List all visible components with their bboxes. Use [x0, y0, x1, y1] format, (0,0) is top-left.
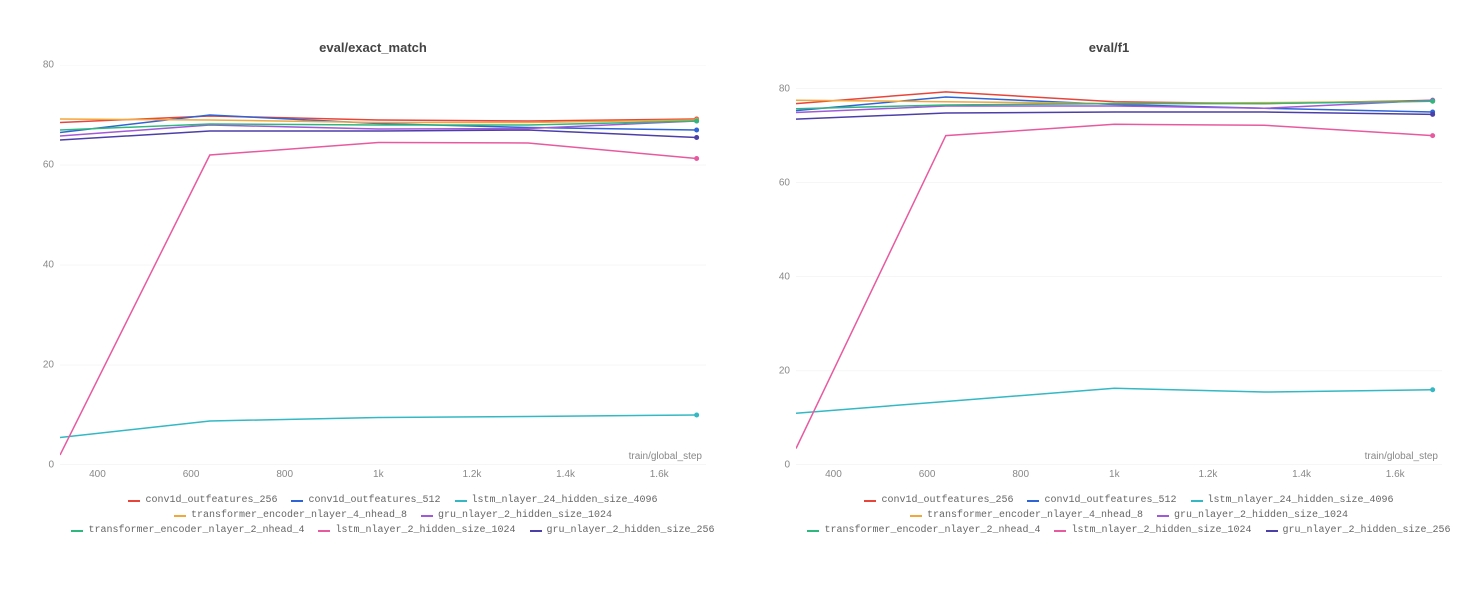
- x-tick-label: 800: [1012, 469, 1029, 480]
- legend-item[interactable]: conv1d_outfeatures_256: [128, 495, 277, 506]
- series-end-marker: [694, 413, 699, 418]
- legend-label: gru_nlayer_2_hidden_size_1024: [438, 510, 612, 521]
- y-tick-label: 80: [43, 60, 54, 71]
- legend-label: gru_nlayer_2_hidden_size_256: [1283, 525, 1451, 536]
- legend-label: gru_nlayer_2_hidden_size_256: [547, 525, 715, 536]
- legend-swatch: [455, 500, 467, 502]
- series-end-marker: [694, 128, 699, 133]
- x-tick-label: 1.2k: [1198, 469, 1217, 480]
- legend-swatch: [174, 515, 186, 517]
- chart-title: eval/f1: [756, 40, 1462, 55]
- legend-item[interactable]: transformer_encoder_nlayer_2_nhead_4: [807, 525, 1040, 536]
- series-line: [796, 388, 1433, 413]
- legend-item[interactable]: transformer_encoder_nlayer_2_nhead_4: [71, 525, 304, 536]
- chart-container: eval/exact_match 0204060804006008001k1.2…: [0, 0, 1482, 556]
- x-tick-label: 1.2k: [462, 469, 481, 480]
- legend-swatch: [1191, 500, 1203, 502]
- series-end-marker: [1430, 387, 1435, 392]
- chart-svg: [796, 65, 1442, 465]
- x-tick-label: 600: [183, 469, 200, 480]
- legend-swatch: [1157, 515, 1169, 517]
- legend-item[interactable]: conv1d_outfeatures_256: [864, 495, 1013, 506]
- chart-title: eval/exact_match: [20, 40, 726, 55]
- legend-swatch: [421, 515, 433, 517]
- legend-label: gru_nlayer_2_hidden_size_1024: [1174, 510, 1348, 521]
- legend-swatch: [128, 500, 140, 502]
- legend-swatch: [1054, 530, 1066, 532]
- x-tick-label: 600: [919, 469, 936, 480]
- legend-swatch: [318, 530, 330, 532]
- series-line: [60, 415, 697, 438]
- y-tick-label: 0: [784, 460, 790, 471]
- x-tick-label: 1k: [373, 469, 384, 480]
- y-tick-label: 40: [779, 271, 790, 282]
- legend-label: conv1d_outfeatures_512: [1044, 495, 1176, 506]
- y-tick-label: 60: [779, 177, 790, 188]
- y-tick-label: 80: [779, 83, 790, 94]
- legend-swatch: [530, 530, 542, 532]
- series-line: [796, 112, 1433, 119]
- legend-swatch: [1027, 500, 1039, 502]
- legend-label: transformer_encoder_nlayer_4_nhead_8: [927, 510, 1143, 521]
- series-end-marker: [1430, 112, 1435, 117]
- chart-svg: [60, 65, 706, 465]
- series-end-marker: [694, 119, 699, 124]
- legend-label: lstm_nlayer_24_hidden_size_4096: [472, 495, 658, 506]
- x-tick-label: 1.6k: [650, 469, 669, 480]
- plot-area: 0204060804006008001k1.2k1.4k1.6ktrain/gl…: [60, 65, 706, 465]
- legend-label: transformer_encoder_nlayer_4_nhead_8: [191, 510, 407, 521]
- legend-swatch: [864, 500, 876, 502]
- legend-label: conv1d_outfeatures_512: [308, 495, 440, 506]
- legend-item[interactable]: conv1d_outfeatures_512: [291, 495, 440, 506]
- legend-label: lstm_nlayer_24_hidden_size_4096: [1208, 495, 1394, 506]
- legend-item[interactable]: transformer_encoder_nlayer_4_nhead_8: [174, 510, 407, 521]
- legend-swatch: [291, 500, 303, 502]
- legend-item[interactable]: gru_nlayer_2_hidden_size_1024: [1157, 510, 1348, 521]
- legend-item[interactable]: lstm_nlayer_2_hidden_size_1024: [1054, 525, 1251, 536]
- legend-item[interactable]: gru_nlayer_2_hidden_size_256: [1266, 525, 1451, 536]
- legend-label: conv1d_outfeatures_256: [881, 495, 1013, 506]
- legend-label: lstm_nlayer_2_hidden_size_1024: [1071, 525, 1251, 536]
- x-tick-label: 1.4k: [1292, 469, 1311, 480]
- y-tick-label: 20: [43, 360, 54, 371]
- legend-item[interactable]: gru_nlayer_2_hidden_size_1024: [421, 510, 612, 521]
- x-tick-label: 1.6k: [1386, 469, 1405, 480]
- y-tick-label: 20: [779, 365, 790, 376]
- x-tick-label: 400: [825, 469, 842, 480]
- chart-f1: eval/f1 0204060804006008001k1.2k1.4k1.6k…: [756, 40, 1462, 536]
- legend-swatch: [1266, 530, 1278, 532]
- legend: conv1d_outfeatures_256 conv1d_outfeatures…: [796, 495, 1462, 536]
- x-tick-label: 400: [89, 469, 106, 480]
- x-tick-label: 800: [276, 469, 293, 480]
- x-tick-label: 1.4k: [556, 469, 575, 480]
- legend-item[interactable]: lstm_nlayer_2_hidden_size_1024: [318, 525, 515, 536]
- legend-swatch: [71, 530, 83, 532]
- legend-label: transformer_encoder_nlayer_2_nhead_4: [824, 525, 1040, 536]
- y-tick-label: 40: [43, 260, 54, 271]
- legend-item[interactable]: lstm_nlayer_24_hidden_size_4096: [1191, 495, 1394, 506]
- legend-label: transformer_encoder_nlayer_2_nhead_4: [88, 525, 304, 536]
- legend: conv1d_outfeatures_256 conv1d_outfeatures…: [60, 495, 726, 536]
- y-tick-label: 60: [43, 160, 54, 171]
- plot-area: 0204060804006008001k1.2k1.4k1.6ktrain/gl…: [796, 65, 1442, 465]
- series-line: [796, 124, 1433, 448]
- series-line: [60, 130, 697, 140]
- series-line: [60, 143, 697, 456]
- legend-item[interactable]: gru_nlayer_2_hidden_size_256: [530, 525, 715, 536]
- legend-item[interactable]: conv1d_outfeatures_512: [1027, 495, 1176, 506]
- series-end-marker: [694, 135, 699, 140]
- legend-label: lstm_nlayer_2_hidden_size_1024: [335, 525, 515, 536]
- legend-item[interactable]: transformer_encoder_nlayer_4_nhead_8: [910, 510, 1143, 521]
- legend-swatch: [910, 515, 922, 517]
- series-end-marker: [694, 156, 699, 161]
- series-end-marker: [1430, 133, 1435, 138]
- chart-exact-match: eval/exact_match 0204060804006008001k1.2…: [20, 40, 726, 536]
- series-end-marker: [1430, 99, 1435, 104]
- y-tick-label: 0: [48, 460, 54, 471]
- legend-swatch: [807, 530, 819, 532]
- x-tick-label: 1k: [1109, 469, 1120, 480]
- legend-item[interactable]: lstm_nlayer_24_hidden_size_4096: [455, 495, 658, 506]
- legend-label: conv1d_outfeatures_256: [145, 495, 277, 506]
